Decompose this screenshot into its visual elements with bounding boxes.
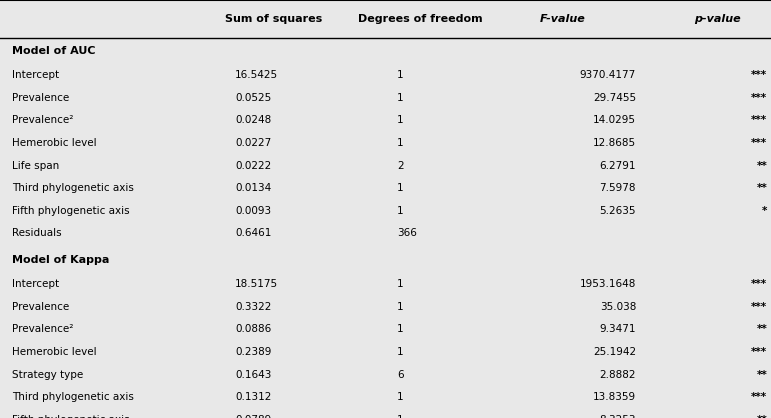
Text: Third phylogenetic axis: Third phylogenetic axis	[12, 183, 133, 193]
Text: **: **	[756, 161, 767, 171]
Text: 1953.1648: 1953.1648	[580, 279, 636, 289]
Text: ***: ***	[751, 302, 767, 312]
Text: Life span: Life span	[12, 161, 59, 171]
Text: Strategy type: Strategy type	[12, 370, 82, 380]
Text: 1: 1	[397, 115, 404, 125]
Text: 2: 2	[397, 161, 404, 171]
Text: ***: ***	[751, 347, 767, 357]
Text: 1: 1	[397, 324, 404, 334]
Text: Third phylogenetic axis: Third phylogenetic axis	[12, 392, 133, 402]
Text: 18.5175: 18.5175	[235, 279, 278, 289]
Text: 0.0789: 0.0789	[235, 415, 271, 418]
Text: Sum of squares: Sum of squares	[225, 14, 322, 24]
Text: Prevalence²: Prevalence²	[12, 115, 73, 125]
Text: 366: 366	[397, 228, 417, 238]
Text: Fifth phylogenetic axis: Fifth phylogenetic axis	[12, 415, 130, 418]
Text: Residuals: Residuals	[12, 228, 61, 238]
Text: *: *	[762, 206, 767, 216]
Text: Prevalence²: Prevalence²	[12, 324, 73, 334]
Text: 6: 6	[397, 370, 404, 380]
Text: 0.0227: 0.0227	[235, 138, 271, 148]
Text: p-value: p-value	[694, 14, 740, 24]
Text: 8.3253: 8.3253	[600, 415, 636, 418]
Text: 0.0134: 0.0134	[235, 183, 271, 193]
Text: 1: 1	[397, 347, 404, 357]
Text: Degrees of freedom: Degrees of freedom	[358, 14, 483, 24]
Text: 0.0886: 0.0886	[235, 324, 271, 334]
Text: 0.1312: 0.1312	[235, 392, 271, 402]
Text: **: **	[756, 370, 767, 380]
Text: 16.5425: 16.5425	[235, 70, 278, 80]
Text: Model of AUC: Model of AUC	[12, 46, 95, 56]
Text: ***: ***	[751, 93, 767, 103]
Text: Model of Kappa: Model of Kappa	[12, 255, 109, 265]
Text: 25.1942: 25.1942	[593, 347, 636, 357]
Text: 0.0248: 0.0248	[235, 115, 271, 125]
Text: 0.0222: 0.0222	[235, 161, 271, 171]
Text: **: **	[756, 183, 767, 193]
Text: ***: ***	[751, 392, 767, 402]
Text: 1: 1	[397, 70, 404, 80]
Text: 0.2389: 0.2389	[235, 347, 271, 357]
Text: Prevalence: Prevalence	[12, 93, 69, 103]
Text: 0.6461: 0.6461	[235, 228, 271, 238]
Text: Fifth phylogenetic axis: Fifth phylogenetic axis	[12, 206, 130, 216]
Text: 1: 1	[397, 392, 404, 402]
Text: 7.5978: 7.5978	[600, 183, 636, 193]
Text: Intercept: Intercept	[12, 279, 59, 289]
Text: 29.7455: 29.7455	[593, 93, 636, 103]
Text: 1: 1	[397, 93, 404, 103]
Text: 0.3322: 0.3322	[235, 302, 271, 312]
Text: **: **	[756, 324, 767, 334]
Text: Prevalence: Prevalence	[12, 302, 69, 312]
Text: 14.0295: 14.0295	[593, 115, 636, 125]
Text: ***: ***	[751, 138, 767, 148]
Text: 1: 1	[397, 415, 404, 418]
Text: 0.1643: 0.1643	[235, 370, 271, 380]
Text: 1: 1	[397, 302, 404, 312]
Text: 1: 1	[397, 183, 404, 193]
Text: ***: ***	[751, 115, 767, 125]
Text: 0.0525: 0.0525	[235, 93, 271, 103]
Text: 35.038: 35.038	[600, 302, 636, 312]
Text: 13.8359: 13.8359	[593, 392, 636, 402]
Text: F-value: F-value	[540, 14, 586, 24]
Text: 1: 1	[397, 279, 404, 289]
Text: 0.0093: 0.0093	[235, 206, 271, 216]
Text: 1: 1	[397, 206, 404, 216]
Text: 1: 1	[397, 138, 404, 148]
Text: Intercept: Intercept	[12, 70, 59, 80]
Text: **: **	[756, 415, 767, 418]
Text: ***: ***	[751, 70, 767, 80]
Text: Hemerobic level: Hemerobic level	[12, 347, 96, 357]
Text: 9370.4177: 9370.4177	[580, 70, 636, 80]
Text: 12.8685: 12.8685	[593, 138, 636, 148]
Text: 5.2635: 5.2635	[600, 206, 636, 216]
Text: 9.3471: 9.3471	[600, 324, 636, 334]
Text: ***: ***	[751, 279, 767, 289]
Text: 6.2791: 6.2791	[600, 161, 636, 171]
Text: Hemerobic level: Hemerobic level	[12, 138, 96, 148]
Text: 2.8882: 2.8882	[600, 370, 636, 380]
